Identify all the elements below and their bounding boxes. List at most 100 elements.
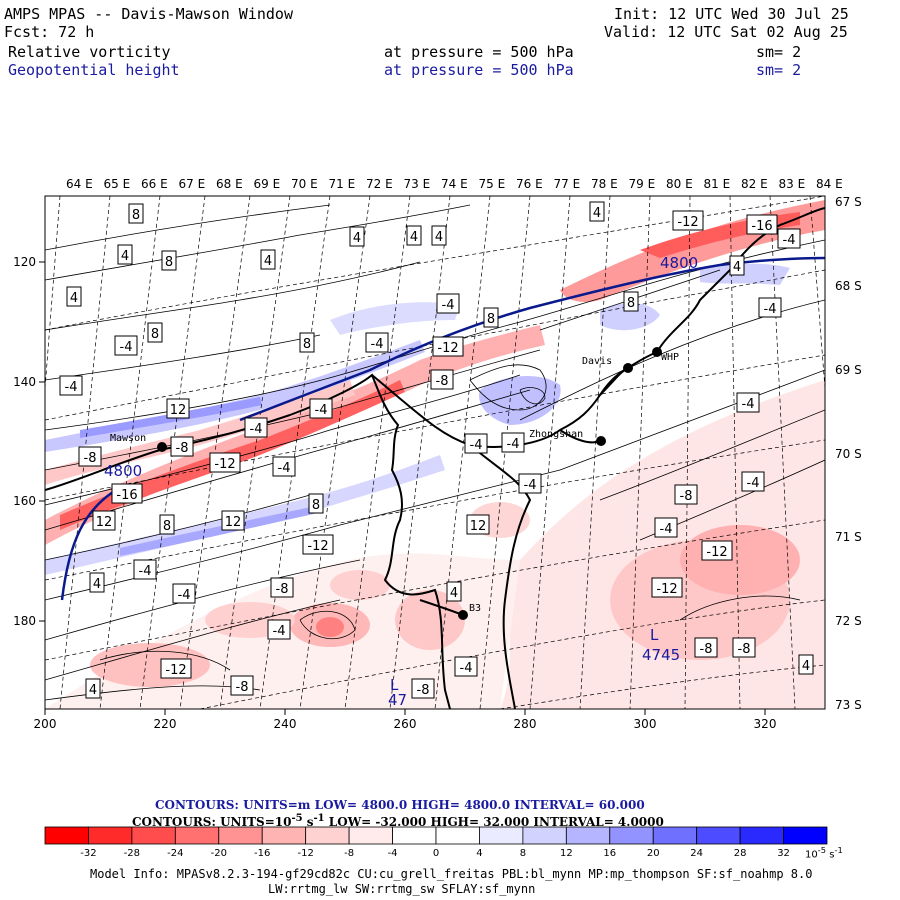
lon-label: 84 E (816, 177, 843, 191)
vorticity-label-box (651, 577, 683, 598)
field1-smoothing: sm= 2 (756, 43, 802, 61)
lon-label: 64 E (66, 177, 93, 191)
station-marker (623, 363, 633, 373)
vorticity-label: 4 (121, 249, 129, 264)
vorticity-label-box (654, 517, 678, 538)
vorticity-label: 12 (170, 403, 187, 418)
valid-time: Valid: 12 UTC Sat 02 Aug 25 (604, 23, 848, 41)
vorticity-label-box (170, 436, 194, 457)
vorticity-label-box (244, 417, 268, 438)
vorticity-label: -8 (236, 680, 249, 695)
colorbar-label: 28 (734, 848, 747, 859)
vorticity-labels: 84 8 44 4 44-12 -16-4484-48-4-48-48-4-12-8-4-… (59, 201, 814, 699)
vorticity-label: -4 (65, 380, 78, 395)
vorticity-label-box (729, 255, 745, 276)
vorticity-label: -4 (524, 478, 537, 493)
vorticity-label: -8 (417, 683, 430, 698)
x-tick-label: 320 (754, 717, 777, 731)
vorticity-label: -12 (165, 663, 186, 678)
vorticity-label-box (114, 335, 138, 356)
colorbar-label: -12 (297, 848, 313, 859)
vorticity-label: -12 (706, 545, 727, 560)
y-tick-label: 160 (13, 494, 36, 508)
height-label: 47 (388, 691, 407, 709)
colorbar-swatch (783, 826, 828, 845)
field1-pressure: at pressure = 500 hPa (384, 43, 574, 61)
vorticity-label-box (732, 637, 756, 658)
lon-label: 73 E (404, 177, 431, 191)
lon-labels: 64 E 65 E 66 E 67 E 68 E 69 E 70 E 71 E 72 E 73 E… (66, 177, 843, 191)
vorticity-label: -8 (436, 374, 449, 389)
colorbar-unit: 10-5 s-1 (805, 845, 843, 861)
lon-label: 79 E (629, 177, 656, 191)
field2-pressure: at pressure = 500 hPa (384, 61, 574, 79)
vorticity-label-box (78, 446, 102, 467)
vorticity-label: 8 (151, 327, 159, 342)
vorticity-label: -4 (660, 522, 673, 537)
vorticity-label: -12 (214, 457, 235, 472)
low-label: L (390, 676, 399, 694)
vorticity-label-box (272, 456, 296, 477)
vorticity-label-box (117, 244, 133, 265)
colorbar-swatch (696, 826, 741, 845)
low-label: L (650, 626, 659, 644)
vorticity-label-box (741, 471, 765, 492)
colorbar-label: 4 (476, 848, 482, 859)
vorticity-label: 8 (312, 498, 320, 513)
vorticity-label-box (172, 583, 196, 604)
lat-label: 70 S (835, 447, 862, 461)
vorticity-label-box (161, 250, 177, 271)
vorticity-label: -12 (656, 582, 677, 597)
colorbar-label: -32 (80, 848, 96, 859)
vorticity-label-box (466, 514, 490, 535)
station-label: B3 (469, 603, 481, 614)
vorticity-label: 4 (435, 230, 443, 245)
vorticity-label-box (701, 540, 733, 561)
field2-smoothing: sm= 2 (756, 61, 802, 79)
lat-label: 72 S (835, 614, 862, 628)
vorticity-label: -4 (250, 422, 263, 437)
vorticity-label: 4 (264, 254, 272, 269)
vorticity-shading (45, 196, 825, 709)
vorticity-label: -4 (371, 337, 384, 352)
vorticity-label-box (302, 534, 334, 555)
station-marker (157, 442, 167, 452)
plot-frame (44, 195, 826, 710)
vorticity-label-box (111, 483, 143, 504)
vorticity-label-box (166, 398, 190, 419)
colorbar-label: 12 (560, 848, 573, 859)
lon-label: 75 E (479, 177, 506, 191)
model-info: Model Info: MPASv8.2.3-194-gf29cd82c CU:… (90, 867, 813, 881)
vorticity-label-box (128, 203, 144, 224)
vorticity-label: -16 (116, 488, 137, 503)
vorticity-label-box (431, 225, 447, 246)
vorticity-label: -12 (437, 341, 458, 356)
y-tick-label: 120 (13, 255, 36, 269)
x-tick-label: 300 (634, 717, 657, 731)
vorticity-label-box (436, 293, 460, 314)
vorticity-label: 8 (303, 337, 311, 352)
x-tick-label: 280 (514, 717, 537, 731)
vorticity-label: 8 (487, 312, 495, 327)
y-tick-label: 180 (13, 614, 36, 628)
colorbar-label: 20 (647, 848, 660, 859)
station-label: Zhongshan (529, 429, 583, 440)
contours-height-info: CONTOURS: UNITS=m LOW= 4800.0 HIGH= 4800… (155, 798, 645, 812)
station-label: Mawson (110, 433, 146, 444)
x-tick-label: 240 (274, 717, 297, 731)
vorticity-label: -4 (460, 661, 473, 676)
colorbar (44, 826, 828, 845)
vorticity-label-box (758, 297, 782, 318)
station-marker (458, 610, 468, 620)
vorticity-label-box (349, 226, 365, 247)
vorticity-label: -8 (680, 489, 693, 504)
forecast-hour: Fcst: 72 h (4, 23, 95, 41)
vorticity-label-box (133, 559, 157, 580)
vorticity-label: -8 (176, 441, 189, 456)
vorticity-label-box (299, 332, 315, 353)
vorticity-label-box (406, 225, 422, 246)
vorticity-label: 8 (627, 296, 635, 311)
stations: Mawson Davis WHP Zhongshan B3 (110, 347, 679, 620)
vorticity-label-box (483, 307, 499, 328)
vorticity-label: -4 (764, 302, 777, 317)
